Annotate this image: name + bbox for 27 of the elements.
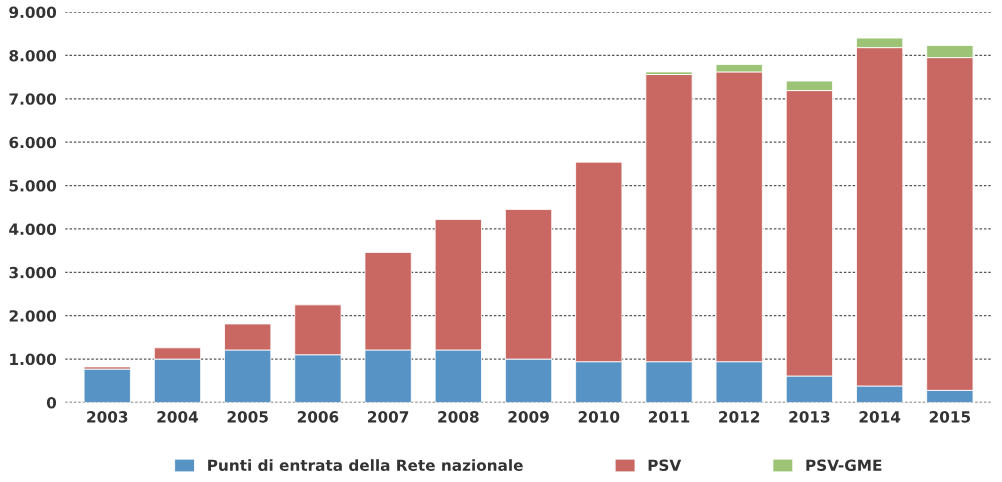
x-tick-label: 2009 [508, 411, 549, 423]
y-tick-label: 3.000 [9, 266, 57, 279]
x-tick-label: 2003 [87, 411, 128, 423]
y-tick-label: 4.000 [9, 223, 57, 235]
x-tick-label: 2007 [368, 411, 409, 423]
x-tick-label: 2011 [648, 411, 690, 423]
y-tick-label: 8.000 [9, 49, 57, 62]
y-tick-label: 5.000 [9, 180, 57, 192]
x-tick-label: 2008 [438, 411, 479, 423]
y-tick-label: 7.000 [9, 93, 57, 105]
x-tick-label: 2005 [227, 411, 268, 423]
y-tick-label: 1.000 [10, 353, 57, 366]
y-tick-label: 9.000 [9, 6, 57, 19]
x-tick-label: 2015 [929, 411, 971, 423]
y-tick-label: 0 [46, 396, 57, 409]
x-tick-label: 2010 [578, 411, 620, 423]
x-tick-label: 2012 [719, 411, 760, 423]
x-tick-label: 2013 [789, 411, 830, 423]
legend-label: PSV [648, 459, 682, 471]
y-tick-label: 6.000 [9, 136, 57, 149]
legend-label: Punti di entrata della Rete nazionale [208, 459, 523, 471]
legend-label: PSV-GME [806, 459, 882, 471]
x-tick-label: 2014 [859, 411, 901, 423]
x-tick-label: 2006 [297, 411, 339, 423]
x-tick-label: 2004 [157, 411, 199, 423]
y-tick-label: 2.000 [9, 310, 57, 322]
bar [83, 368, 131, 403]
